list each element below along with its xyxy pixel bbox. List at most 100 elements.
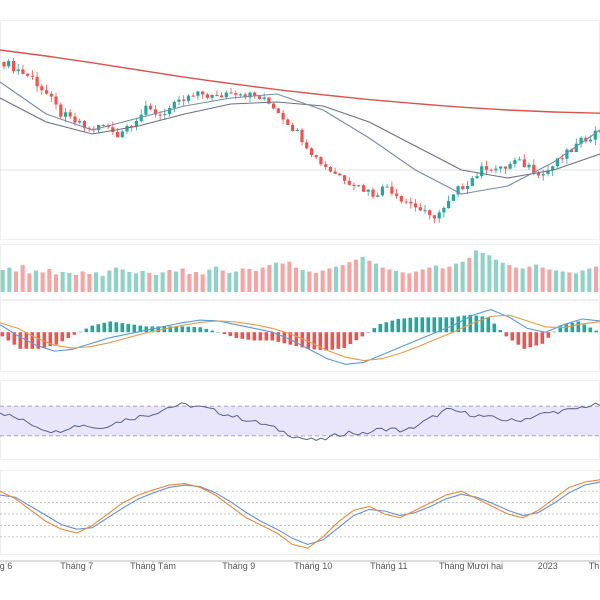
volume-bar <box>480 252 485 292</box>
candle-body <box>220 95 224 98</box>
volume-bar <box>447 266 452 292</box>
volume-bar <box>560 271 565 292</box>
x-axis: g 6 Tháng 7 Tháng Tám Tháng 9 Tháng 10 Tháng … <box>0 561 599 571</box>
candle-body <box>404 201 408 203</box>
macd-histogram-bar <box>78 331 83 333</box>
macd-histogram-bar <box>114 322 119 333</box>
candle-body <box>522 159 526 168</box>
candle-body <box>21 69 25 74</box>
candle-body <box>551 166 555 171</box>
volume-bar <box>213 266 218 292</box>
candle-body <box>466 185 470 190</box>
volume-bar <box>280 263 285 292</box>
macd-histogram-bar <box>66 332 71 338</box>
volume-bar <box>520 268 525 292</box>
candle-body <box>513 160 517 164</box>
volume-bar <box>167 270 172 292</box>
candle-body <box>59 104 63 117</box>
x-tick-label: 2023 <box>538 561 558 571</box>
volume-bar <box>0 270 5 292</box>
volume-panel <box>0 250 598 292</box>
x-tick-label: Th <box>589 561 600 571</box>
macd-histogram-bar <box>552 331 557 333</box>
macd-histogram-bar <box>294 332 299 347</box>
candle-body <box>428 210 432 216</box>
volume-bar <box>113 267 118 292</box>
macd-histogram-bar <box>456 316 461 333</box>
volume-bar <box>433 265 438 292</box>
volume-bar <box>387 269 392 292</box>
volume-bar <box>347 262 352 292</box>
candle-body <box>177 99 181 102</box>
candle-body <box>546 170 550 174</box>
macd-histogram-bar <box>534 332 539 346</box>
ma-mid-line <box>0 97 600 179</box>
volume-bar <box>107 270 112 292</box>
x-tick-label: Tháng 9 <box>222 561 255 571</box>
macd-histogram-bar <box>522 332 527 349</box>
macd-histogram-bar <box>468 314 473 333</box>
macd-histogram-bar <box>540 332 545 344</box>
candle-body <box>2 62 6 67</box>
volume-bar <box>147 272 152 292</box>
candle-body <box>63 112 68 117</box>
volume-bar <box>247 269 252 292</box>
macd-histogram-bar <box>258 332 263 341</box>
volume-bar <box>467 257 472 292</box>
candle-body <box>300 129 304 143</box>
macd-histogram-bar <box>390 320 395 333</box>
volume-bar <box>100 275 105 292</box>
volume-bar <box>287 261 292 292</box>
stoch-d-line <box>0 481 600 545</box>
macd-histogram-bar <box>408 317 413 333</box>
candle-body <box>447 200 451 208</box>
candle-body <box>40 86 44 91</box>
candle-body <box>570 149 574 152</box>
volume-bar <box>407 273 412 292</box>
candle-body <box>499 166 503 169</box>
candle-body <box>437 212 441 219</box>
candle-body <box>149 105 153 110</box>
macd-histogram-bar <box>378 323 383 333</box>
candle-body <box>461 186 465 190</box>
macd-histogram-bar <box>360 332 365 337</box>
macd-histogram-bar <box>402 318 407 333</box>
candle-body <box>238 94 243 96</box>
volume-bar <box>500 262 505 292</box>
candle-body <box>243 94 247 98</box>
candle-body <box>267 97 271 104</box>
macd-histogram-bar <box>432 317 437 333</box>
volume-bar <box>553 270 558 292</box>
candle-body <box>343 175 347 181</box>
candle-body <box>73 116 77 123</box>
price-panel <box>0 49 600 223</box>
candle-body <box>26 73 30 76</box>
macd-histogram-bar <box>528 332 533 348</box>
candle-body <box>7 61 11 67</box>
macd-histogram-bar <box>462 315 467 333</box>
candle-body <box>413 203 418 208</box>
macd-histogram-bar <box>558 325 563 333</box>
volume-bar <box>153 274 158 292</box>
candle-body <box>376 195 380 197</box>
volume-bar <box>193 272 198 292</box>
candle-body <box>262 97 266 99</box>
macd-histogram-bar <box>48 332 53 347</box>
candle-body <box>418 207 422 211</box>
candle-body <box>357 185 361 187</box>
candle-body <box>309 148 314 156</box>
candle-body <box>536 172 541 176</box>
candle-body <box>125 126 129 132</box>
macd-histogram-bar <box>54 332 59 345</box>
macd-histogram-bar <box>186 326 191 333</box>
x-tick-label: g 6 <box>0 561 12 571</box>
candle-body <box>120 131 124 138</box>
volume-bar <box>120 269 125 292</box>
candle-body <box>234 93 238 95</box>
volume-bar <box>547 269 552 292</box>
macd-histogram-bar <box>90 325 95 333</box>
candle-body <box>224 92 228 98</box>
candle-body <box>324 164 328 167</box>
macd-histogram-bar <box>366 332 371 333</box>
